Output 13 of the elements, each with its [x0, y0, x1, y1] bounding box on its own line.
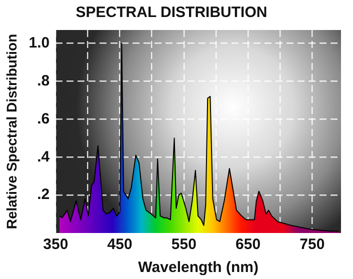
- y-axis-title: Relative Spectral Distribution: [3, 34, 20, 230]
- y-tick-label: .4: [37, 148, 50, 166]
- chart-title: SPECTRAL DISTRIBUTION: [76, 4, 268, 22]
- x-axis-title: Wavelength (nm): [138, 259, 258, 276]
- x-tick-label: 550: [171, 236, 196, 254]
- x-tick-label: 750: [300, 236, 325, 254]
- y-tick-label: 1.0: [28, 34, 50, 52]
- y-tick-label: .6: [37, 110, 50, 128]
- y-tick-label: .8: [37, 72, 50, 90]
- x-tick-label: 450: [107, 236, 132, 254]
- y-tick-label: .2: [37, 186, 50, 204]
- x-tick-label: 650: [236, 236, 261, 254]
- x-tick-label: 350: [43, 236, 68, 254]
